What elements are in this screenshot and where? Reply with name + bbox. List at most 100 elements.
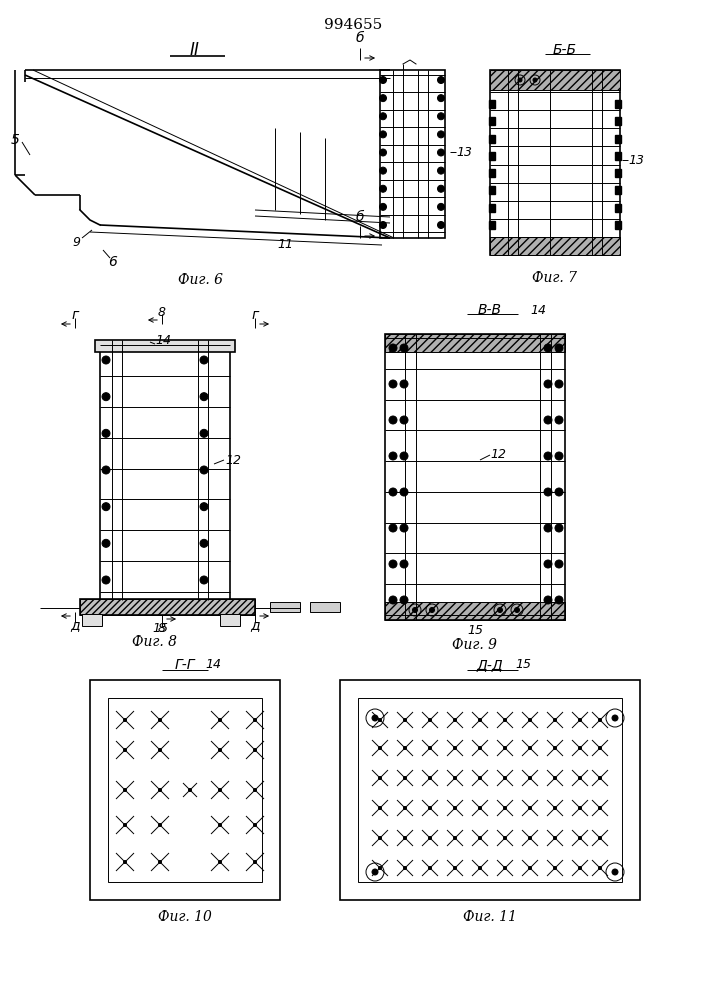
Bar (615, 135, 621, 143)
Circle shape (428, 746, 431, 750)
Bar (340, 680, 640, 900)
Circle shape (529, 836, 532, 840)
Text: Фиг. 11: Фиг. 11 (463, 910, 517, 924)
Circle shape (453, 776, 457, 780)
Circle shape (378, 746, 382, 750)
Circle shape (389, 380, 397, 388)
Circle shape (453, 806, 457, 810)
Bar (490, 237, 620, 255)
Circle shape (544, 524, 552, 532)
Circle shape (404, 806, 407, 810)
Circle shape (102, 356, 110, 364)
Circle shape (555, 488, 563, 496)
Circle shape (578, 836, 581, 840)
Bar (490, 70, 620, 90)
Circle shape (124, 748, 127, 752)
Circle shape (378, 866, 382, 869)
Bar (220, 614, 240, 626)
Text: Фиг. 8: Фиг. 8 (132, 635, 177, 649)
Bar (380, 70, 445, 238)
Circle shape (529, 806, 532, 810)
Text: 9: 9 (72, 235, 80, 248)
Circle shape (578, 746, 581, 750)
Circle shape (555, 416, 563, 424)
Circle shape (254, 718, 257, 722)
Circle shape (254, 824, 257, 826)
Circle shape (599, 866, 602, 869)
Bar (270, 602, 300, 612)
Circle shape (453, 746, 457, 750)
Circle shape (218, 824, 221, 826)
Circle shape (372, 869, 378, 875)
Circle shape (389, 344, 397, 352)
Text: б: б (356, 31, 364, 45)
Text: Г-Г: Г-Г (175, 658, 195, 672)
Bar (615, 169, 621, 177)
Circle shape (438, 95, 445, 102)
Text: г: г (252, 308, 259, 322)
Circle shape (555, 596, 563, 604)
Circle shape (544, 416, 552, 424)
Circle shape (400, 524, 408, 532)
Bar (615, 100, 621, 108)
Circle shape (389, 596, 397, 604)
Circle shape (599, 718, 602, 722)
Bar (80, 599, 255, 615)
Circle shape (380, 131, 387, 138)
Circle shape (404, 866, 407, 869)
Text: 8: 8 (158, 621, 166, 635)
Circle shape (533, 78, 537, 82)
Text: 8: 8 (158, 306, 166, 318)
Circle shape (479, 746, 481, 750)
Circle shape (503, 866, 506, 869)
Circle shape (218, 748, 221, 752)
Circle shape (124, 860, 127, 863)
Circle shape (158, 718, 161, 722)
Text: 12: 12 (490, 448, 506, 462)
Circle shape (254, 748, 257, 752)
Circle shape (389, 560, 397, 568)
Circle shape (400, 560, 408, 568)
Circle shape (544, 488, 552, 496)
Circle shape (438, 222, 445, 229)
Circle shape (378, 806, 382, 810)
Circle shape (578, 866, 581, 869)
Circle shape (404, 746, 407, 750)
Circle shape (102, 466, 110, 474)
Circle shape (544, 452, 552, 460)
Circle shape (200, 539, 208, 547)
Circle shape (380, 167, 387, 174)
Circle shape (554, 718, 556, 722)
Bar (90, 680, 280, 900)
Circle shape (102, 576, 110, 584)
Bar (385, 602, 565, 620)
Bar (615, 117, 621, 125)
Circle shape (378, 776, 382, 780)
Text: Б-Б: Б-Б (553, 43, 577, 57)
Circle shape (438, 167, 445, 174)
Circle shape (428, 776, 431, 780)
Circle shape (555, 452, 563, 460)
Circle shape (555, 380, 563, 388)
Circle shape (438, 131, 445, 138)
Circle shape (612, 869, 618, 875)
Text: Фиг. 9: Фиг. 9 (452, 638, 498, 652)
Circle shape (389, 452, 397, 460)
Bar (489, 152, 495, 160)
Bar (490, 70, 620, 255)
Circle shape (400, 596, 408, 604)
Circle shape (102, 429, 110, 437)
Circle shape (389, 524, 397, 532)
Circle shape (218, 860, 221, 863)
Circle shape (404, 836, 407, 840)
Circle shape (479, 718, 481, 722)
Text: Фиг. 10: Фиг. 10 (158, 910, 212, 924)
Circle shape (200, 503, 208, 511)
Text: Фиг. 6: Фиг. 6 (177, 273, 223, 287)
Circle shape (438, 185, 445, 192)
Text: 15: 15 (515, 658, 531, 672)
Circle shape (453, 718, 457, 722)
Text: б: б (356, 210, 364, 224)
Circle shape (404, 718, 407, 722)
Circle shape (380, 77, 387, 84)
